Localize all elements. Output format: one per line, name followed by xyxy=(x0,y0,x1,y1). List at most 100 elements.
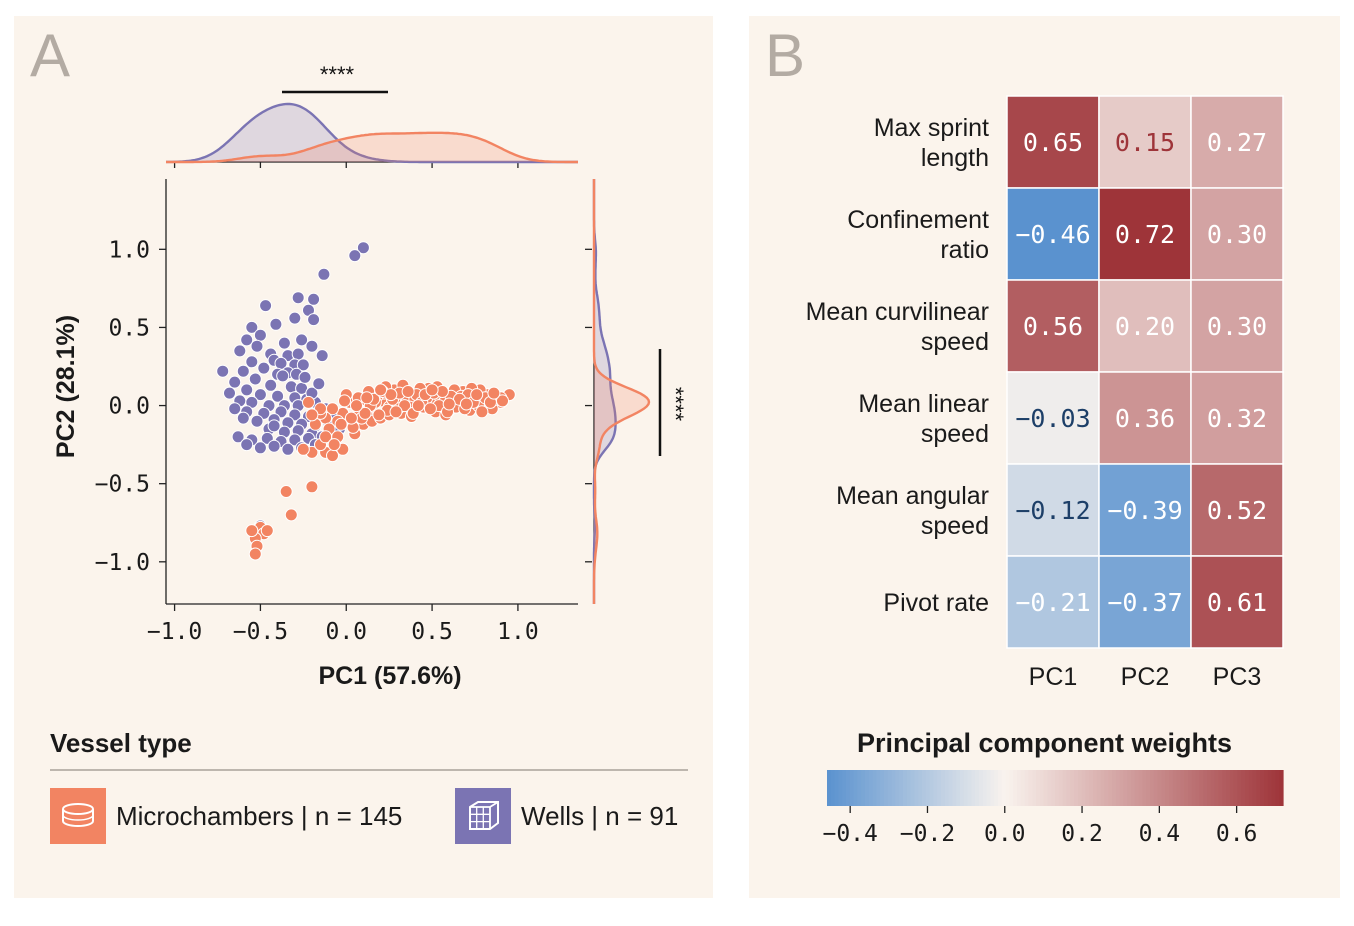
heatmap-value-label: 0.56 xyxy=(1023,312,1083,341)
panel-a-letter: A xyxy=(30,22,71,89)
colorbar-segment xyxy=(986,770,991,806)
colorbar-segment xyxy=(929,770,934,806)
colorbar-segment xyxy=(914,770,919,806)
colorbar-segment xyxy=(1176,770,1181,806)
scatter-point-wells xyxy=(267,419,281,433)
petri-dish-icon xyxy=(50,788,106,844)
colorbar-segment xyxy=(868,770,874,806)
colorbar-segment xyxy=(1066,770,1071,806)
scatter-point-wells xyxy=(264,378,278,392)
colorbar-segment xyxy=(1112,770,1117,806)
heatmap-column-label: PC3 xyxy=(1213,663,1262,691)
scatter-point-microchambers xyxy=(374,383,388,397)
heatmap-cell xyxy=(1098,187,1192,281)
heatmap-row-label: Mean curvilinear xyxy=(806,298,989,326)
x-tick-label: 0.0 xyxy=(325,619,367,645)
scatter-point-wells xyxy=(223,386,236,400)
panel-a: A −1.0 −0.5 0.0 0.5 1.0 −1.0 −0.5 0.0 0.5 1.0 PC1 … xyxy=(14,16,713,898)
colorbar-segment xyxy=(1020,770,1026,806)
colorbar-segment xyxy=(876,770,881,806)
heatmap-value-label: 0.65 xyxy=(1023,128,1083,157)
colorbar-segment xyxy=(1104,770,1109,806)
colorbar-segment xyxy=(1248,770,1254,806)
x-axis-label: PC1 (57.6%) xyxy=(318,662,461,690)
y-tick-label: 0.5 xyxy=(108,315,150,341)
colorbar-segment xyxy=(865,770,870,806)
colorbar-segment xyxy=(956,770,961,806)
scatter-point-wells xyxy=(231,430,245,444)
colorbar-segment xyxy=(910,770,915,806)
scatter-point-wells xyxy=(315,349,329,363)
heatmap-cell xyxy=(1098,279,1192,373)
y-tick-label: −1.0 xyxy=(95,550,150,576)
colorbar-segment xyxy=(1226,770,1231,806)
colorbar-segment xyxy=(1275,770,1280,806)
heatmap-value-label: 0.52 xyxy=(1207,496,1267,525)
scatter-point-wells xyxy=(259,299,273,313)
colorbar-segment xyxy=(1256,770,1261,806)
colorbar-segment xyxy=(1001,770,1007,806)
colorbar-segment xyxy=(1264,770,1269,806)
colorbar-segment xyxy=(1169,770,1174,806)
x-tick-label: −0.5 xyxy=(233,619,288,645)
kde-right-fill-microchambers xyxy=(594,179,649,604)
colorbar-segment xyxy=(1058,770,1064,806)
colorbar-segment xyxy=(1165,770,1170,806)
scatter-point-microchambers xyxy=(475,405,489,419)
colorbar-segment xyxy=(1085,770,1090,806)
scatter-point-microchambers xyxy=(389,405,403,419)
colorbar-segment xyxy=(1203,770,1208,806)
scatter-point-wells xyxy=(250,339,264,353)
colorbar-segment xyxy=(1100,770,1105,806)
heatmap-value-label: 0.30 xyxy=(1207,220,1267,249)
colorbar-segment xyxy=(830,770,836,806)
scatter-point-microchambers xyxy=(334,417,348,431)
scatter-point-wells xyxy=(307,292,321,306)
colorbar-segment xyxy=(1089,770,1094,806)
scatter-point-microchambers xyxy=(360,391,374,405)
colorbar-segment xyxy=(842,770,847,806)
scatter-point-microchambers xyxy=(442,397,456,411)
heatmap-cell xyxy=(1190,371,1284,465)
heatmap-value-label: −0.12 xyxy=(1015,496,1090,525)
scatter-point-wells xyxy=(233,344,247,358)
colorbar-segment xyxy=(1214,770,1219,806)
colorbar-segment xyxy=(963,770,969,806)
heatmap-value-label: 0.20 xyxy=(1115,312,1175,341)
scatter-point-wells xyxy=(271,389,285,403)
colorbar-segment xyxy=(1153,770,1159,806)
colorbar-segment xyxy=(1013,770,1018,806)
colorbar-segment xyxy=(1146,770,1151,806)
scatter-point-microchambers xyxy=(338,394,351,408)
colorbar-segment xyxy=(899,770,904,806)
heatmap-value-label: 0.36 xyxy=(1115,404,1175,433)
colorbar-segment xyxy=(952,770,957,806)
colorbar-segment xyxy=(846,770,851,806)
y-tick-label: 0.0 xyxy=(108,394,150,420)
heatmap-value-label: 0.72 xyxy=(1115,220,1175,249)
scatter-point-wells xyxy=(291,291,305,305)
pca-scatter-chart: −1.0 −0.5 0.0 0.5 1.0 −1.0 −0.5 0.0 0.5 1.0 PC1 (5… xyxy=(52,62,688,690)
heatmap-row-label: length xyxy=(921,144,989,172)
legend-label-wells: Wells | n = 91 xyxy=(521,800,679,831)
scatter-point-microchambers xyxy=(319,430,333,444)
colorbar-segment xyxy=(941,770,946,806)
colorbar-segment xyxy=(1207,770,1212,806)
colorbar-segment xyxy=(1222,770,1227,806)
colorbar-segment xyxy=(1184,770,1189,806)
scatter-point-microchambers xyxy=(470,388,484,402)
colorbar-segment xyxy=(1237,770,1242,806)
y-tick-label: 1.0 xyxy=(108,237,150,263)
kde-right-curve-wells xyxy=(592,179,617,604)
colorbar-segment xyxy=(1241,770,1246,806)
scatter-point-microchambers xyxy=(350,399,363,413)
scatter-point-wells xyxy=(245,320,259,334)
heatmap-cell xyxy=(1006,187,1100,281)
heatmap-cell xyxy=(1190,187,1284,281)
heatmap-cell xyxy=(1098,555,1192,649)
heatmap-cell xyxy=(1190,463,1284,557)
colorbar-segment xyxy=(1123,770,1128,806)
scatter-point-wells xyxy=(228,375,242,389)
heatmap-cell xyxy=(1098,371,1192,465)
